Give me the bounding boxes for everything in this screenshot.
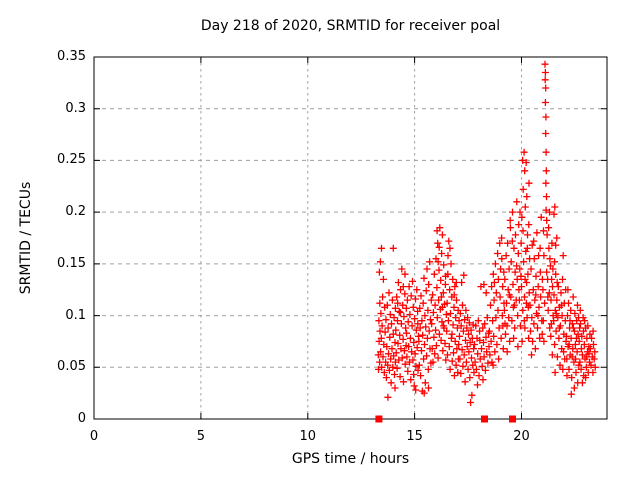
y-tick-label: 0.35 bbox=[57, 49, 86, 64]
y-tick-label: 0.2 bbox=[65, 204, 86, 220]
x-tick-label: 10 bbox=[299, 429, 317, 444]
axis-ticks bbox=[93, 56, 607, 420]
baseline-square-marker bbox=[481, 415, 488, 423]
y-axis-label: SRMTID / TECUs bbox=[18, 181, 34, 295]
y-tick-label: 0 bbox=[77, 411, 86, 426]
x-tick-label: 20 bbox=[513, 429, 530, 444]
baseline-square-marker bbox=[509, 415, 516, 423]
scatter-series bbox=[374, 60, 599, 406]
y-tick-label: 0.1 bbox=[65, 307, 86, 323]
gridline-horizontal bbox=[94, 108, 607, 368]
baseline-square-marker bbox=[375, 415, 383, 423]
y-tick-label: 0.3 bbox=[65, 100, 86, 116]
plot-border bbox=[93, 56, 608, 420]
chart-title: Day 218 of 2020, SRMTID for receiver poa… bbox=[200, 18, 501, 34]
y-tick-label: 0.15 bbox=[57, 255, 86, 271]
x-axis-label: GPS time / hours bbox=[291, 451, 410, 467]
x-tick-label: 5 bbox=[196, 429, 206, 444]
y-tick-label: 0.05 bbox=[57, 359, 86, 375]
x-tick-label: 15 bbox=[406, 429, 423, 444]
y-tick-label: 0.25 bbox=[57, 152, 86, 168]
x-tick-label: 0 bbox=[89, 429, 99, 444]
gridline-vertical bbox=[200, 57, 522, 419]
